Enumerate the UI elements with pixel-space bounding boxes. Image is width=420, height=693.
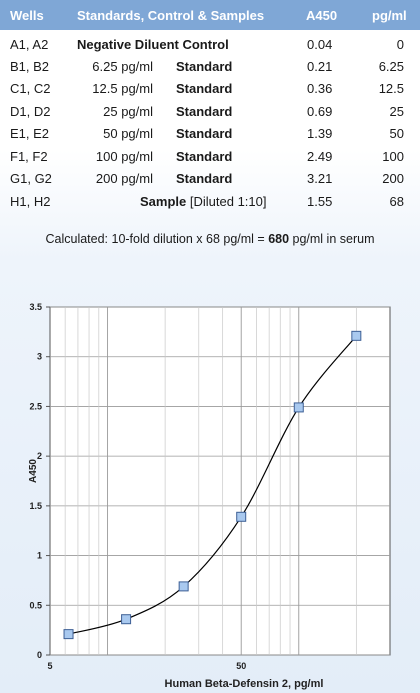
cell-conc: 6.25 pg/ml <box>92 59 153 74</box>
data-point-marker <box>121 614 132 625</box>
plot-area <box>49 306 391 656</box>
sample-label: Sample <box>140 194 187 209</box>
x-axis-ticks: 5 50 <box>47 661 246 671</box>
cell-wells: E1, E2 <box>10 126 50 141</box>
cell-wells: B1, B2 <box>10 59 50 74</box>
header-standards: Standards, Control & Samples <box>77 8 265 23</box>
x-axis-label: Human Beta-Defensin 2, pg/ml <box>165 678 324 690</box>
header-wells: Wells <box>10 8 44 23</box>
table-row: E1, E2 50 pg/ml Standard 1.39 50 <box>0 126 420 148</box>
cell-type: Standard <box>176 126 233 141</box>
table-row: G1, G2 200 pg/ml Standard 3.21 200 <box>0 171 420 193</box>
y-tick-label: 2.5 <box>29 401 42 411</box>
cell-a450: 0.36 <box>307 81 333 96</box>
cell-wells: A1, A2 <box>10 37 49 52</box>
cell-conc: 50 pg/ml <box>103 126 153 141</box>
data-point-marker <box>351 330 362 341</box>
header-pgml: pg/ml <box>372 8 407 23</box>
data-point-marker <box>63 629 74 640</box>
cell-a450: 1.39 <box>307 126 333 141</box>
cell-type: Negative Diluent Control <box>77 37 229 52</box>
y-tick-label: 3.5 <box>29 302 42 312</box>
table-row: C1, C2 12.5 pg/ml Standard 0.36 12.5 <box>0 81 420 103</box>
x-tick-label: 5 <box>47 661 52 671</box>
cell-conc: 25 pg/ml <box>103 104 153 119</box>
data-points <box>63 330 362 640</box>
cell-pgml: 68 <box>389 194 404 209</box>
y-tick-label: 1 <box>37 551 42 561</box>
y-tick-label: 3 <box>37 352 42 362</box>
cell-type: Standard <box>176 149 233 164</box>
y-tick-label: 1.5 <box>29 501 42 511</box>
table-row: B1, B2 6.25 pg/ml Standard 0.21 6.25 <box>0 59 420 81</box>
cell-pgml: 200 <box>382 171 404 186</box>
y-tick-label: 0 <box>37 650 42 660</box>
cell-conc: 100 pg/ml <box>95 149 153 164</box>
cell-wells: F1, F2 <box>10 149 48 164</box>
cell-a450: 2.49 <box>307 149 333 164</box>
cell-wells: D1, D2 <box>10 104 51 119</box>
table-row: F1, F2 100 pg/ml Standard 2.49 100 <box>0 149 420 171</box>
sample-dilution-note: [Diluted 1:10] <box>189 194 267 209</box>
standard-curve-chart: 0 0.5 1 1.5 2 2.5 3 3.5 5 50 A450 Human Beta-Def… <box>28 302 391 690</box>
cell-wells: H1, H2 <box>10 194 51 209</box>
y-axis-ticks: 0 0.5 1 1.5 2 2.5 3 3.5 <box>29 302 50 660</box>
table-row-control: A1, A2 Negative Diluent Control 0.04 0 <box>0 37 420 59</box>
cell-pgml: 6.25 <box>378 59 404 74</box>
cell-type: Sample [Diluted 1:10] <box>140 194 266 209</box>
data-point-marker <box>293 402 304 413</box>
y-tick-label: 0.5 <box>29 600 42 610</box>
grid <box>50 306 390 656</box>
cell-pgml: 50 <box>389 126 404 141</box>
cell-a450: 0.21 <box>307 59 333 74</box>
table-header: Wells Standards, Control & Samples A450 … <box>0 0 420 30</box>
x-tick-label: 50 <box>236 661 246 671</box>
cell-pgml: 0 <box>396 37 404 52</box>
calculation-result: 680 <box>268 232 290 246</box>
data-point-marker <box>178 581 189 592</box>
cell-pgml: 25 <box>389 104 404 119</box>
y-tick-label: 2 <box>37 451 42 461</box>
table-row-sample: H1, H2 Sample [Diluted 1:10] 1.55 68 <box>0 194 420 216</box>
cell-pgml: 100 <box>382 149 404 164</box>
cell-type: Standard <box>176 104 233 119</box>
cell-pgml: 12.5 <box>378 81 404 96</box>
data-point-marker <box>236 511 247 522</box>
cell-type: Standard <box>176 59 233 74</box>
calculation-suffix: pg/ml in serum <box>289 232 375 246</box>
cell-wells: C1, C2 <box>10 81 51 96</box>
cell-type: Standard <box>176 81 233 96</box>
calculation-prefix: Calculated: 10-fold dilution x 68 pg/ml … <box>45 232 269 246</box>
calculation-note: Calculated: 10-fold dilution x 68 pg/ml … <box>0 232 420 246</box>
cell-a450: 1.55 <box>307 194 333 209</box>
header-a450: A450 <box>306 8 338 23</box>
y-axis-label: A450 <box>28 459 39 483</box>
cell-conc: 200 pg/ml <box>95 171 153 186</box>
cell-conc: 12.5 pg/ml <box>92 81 153 96</box>
cell-a450: 0.69 <box>307 104 333 119</box>
table-row: D1, D2 25 pg/ml Standard 0.69 25 <box>0 104 420 126</box>
cell-type: Standard <box>176 171 233 186</box>
cell-a450: 3.21 <box>307 171 333 186</box>
cell-a450: 0.04 <box>307 37 333 52</box>
cell-wells: G1, G2 <box>10 171 52 186</box>
